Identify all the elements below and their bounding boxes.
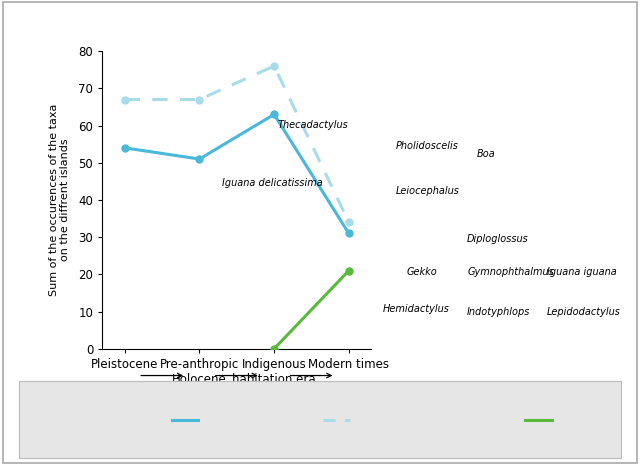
Text: Modern introductions:: Modern introductions: xyxy=(378,415,517,425)
Text: Boa: Boa xyxy=(477,149,495,159)
Text: Hemidactylus: Hemidactylus xyxy=(383,304,449,314)
Text: Gekko: Gekko xyxy=(406,267,437,277)
Text: Gymnophthalmus: Gymnophthalmus xyxy=(467,267,554,277)
Text: Lepidodactylus: Lepidodactylus xyxy=(547,306,621,317)
Y-axis label: Sum of the occurences of the taxa
on the diffrent islands: Sum of the occurences of the taxa on the… xyxy=(49,104,70,296)
Text: Iguana delicatissima: Iguana delicatissima xyxy=(222,178,323,188)
Text: Leiocephalus: Leiocephalus xyxy=(396,186,460,196)
Text: Iguana iguana: Iguana iguana xyxy=(547,267,617,277)
Text: Fossil data: Fossil data xyxy=(118,415,178,425)
Text: Indotyphlops: Indotyphlops xyxy=(467,306,531,317)
Text: Thecadactylus: Thecadactylus xyxy=(278,120,349,130)
Text: Past diversity:: Past diversity: xyxy=(42,415,132,425)
Text: Main chronological periods: Main chronological periods xyxy=(131,418,342,432)
Text: Diploglossus: Diploglossus xyxy=(467,234,529,245)
Text: Pholidoscelis: Pholidoscelis xyxy=(396,141,458,152)
Text: Maximal hypothesis for
modern extinctions: Maximal hypothesis for modern extinction… xyxy=(205,405,326,429)
